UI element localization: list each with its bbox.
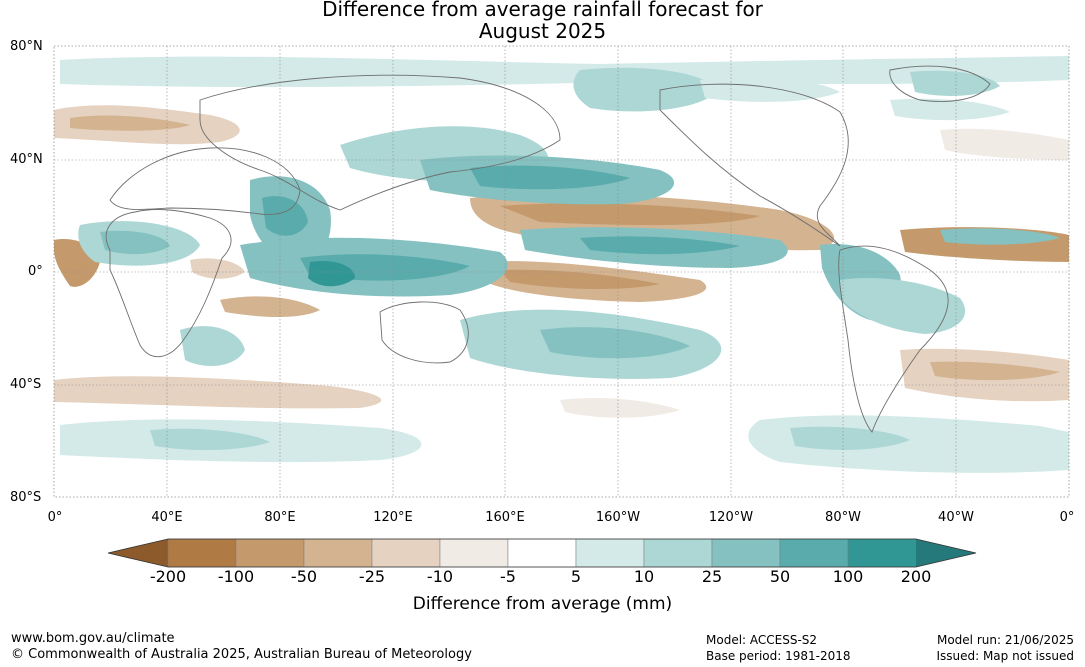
colorbar-segment bbox=[235, 538, 305, 568]
colorbar-segment bbox=[711, 538, 781, 568]
map-title-line-1: Difference from average rainfall forecas… bbox=[322, 0, 763, 21]
lat-label-40s: 40°S bbox=[10, 377, 42, 392]
footer-model: Model: ACCESS-S2 bbox=[706, 633, 818, 647]
colorbar bbox=[107, 538, 977, 568]
footer-issued: Issued: Map not issued bbox=[936, 649, 1074, 663]
colorbar-segment bbox=[371, 538, 441, 568]
rainfall-map bbox=[53, 45, 1070, 498]
map-frame bbox=[53, 45, 1070, 498]
colorbar-segment bbox=[575, 538, 645, 568]
lon-label-120e: 120°E bbox=[373, 510, 413, 525]
dry-anomaly-regions bbox=[54, 105, 1069, 418]
colorbar-segment bbox=[847, 538, 917, 568]
colorbar-segment bbox=[303, 538, 373, 568]
lon-label-160e: 160°E bbox=[485, 510, 525, 525]
colorbar-tick-label: 100 bbox=[832, 567, 864, 586]
lon-label-80e: 80°E bbox=[264, 510, 296, 525]
colorbar-tick-label: 5 bbox=[570, 567, 582, 586]
lon-label-80w: 80°W bbox=[825, 510, 861, 525]
lat-label-80s: 80°S bbox=[10, 490, 42, 505]
map-title-line-2: August 2025 bbox=[478, 19, 607, 43]
colorbar-segment bbox=[167, 538, 237, 568]
colorbar-tick-label: 10 bbox=[633, 567, 655, 586]
lat-label-equator: 0° bbox=[28, 264, 43, 279]
lat-label-80n: 80°N bbox=[10, 39, 43, 54]
colorbar-tick-label: 50 bbox=[769, 567, 791, 586]
footer-copyright: © Commonwealth of Australia 2025, Austra… bbox=[11, 647, 472, 662]
colorbar-tick-label: -10 bbox=[426, 567, 454, 586]
colorbar-segment bbox=[643, 538, 713, 568]
colorbar-title: Difference from average (mm) bbox=[412, 594, 673, 614]
footer-base-period: Base period: 1981-2018 bbox=[706, 649, 851, 663]
coastlines bbox=[105, 65, 991, 433]
colorbar-tick-label: 200 bbox=[900, 567, 932, 586]
wet-anomaly-regions bbox=[60, 56, 1069, 473]
colorbar-tick-label: -200 bbox=[149, 567, 187, 586]
gridlines bbox=[54, 46, 1069, 497]
colorbar-segment bbox=[507, 538, 577, 568]
colorbar-tick-label: -100 bbox=[217, 567, 255, 586]
colorbar-tick-label: -25 bbox=[358, 567, 386, 586]
colorbar-extend-low bbox=[108, 539, 168, 567]
colorbar-tick-label: -5 bbox=[500, 567, 516, 586]
lon-label-40w: 40°W bbox=[938, 510, 974, 525]
colorbar-outline bbox=[107, 538, 977, 568]
lon-label-0-left: 0° bbox=[47, 510, 63, 525]
colorbar-extend-high bbox=[916, 539, 976, 567]
footer-url: www.bom.gov.au/climate bbox=[11, 631, 175, 646]
lon-label-160w: 160°W bbox=[595, 510, 641, 525]
colorbar-tick-label: -50 bbox=[290, 567, 318, 586]
colorbar-segment bbox=[439, 538, 509, 568]
lat-label-40n: 40°N bbox=[10, 152, 43, 167]
lon-label-0-right: 0° bbox=[1059, 510, 1075, 525]
lon-label-40e: 40°E bbox=[151, 510, 183, 525]
lon-label-120w: 120°W bbox=[708, 510, 754, 525]
colorbar-tick-label: 25 bbox=[701, 567, 723, 586]
colorbar-segment bbox=[779, 538, 849, 568]
footer-model-run: Model run: 21/06/2025 bbox=[936, 633, 1074, 647]
